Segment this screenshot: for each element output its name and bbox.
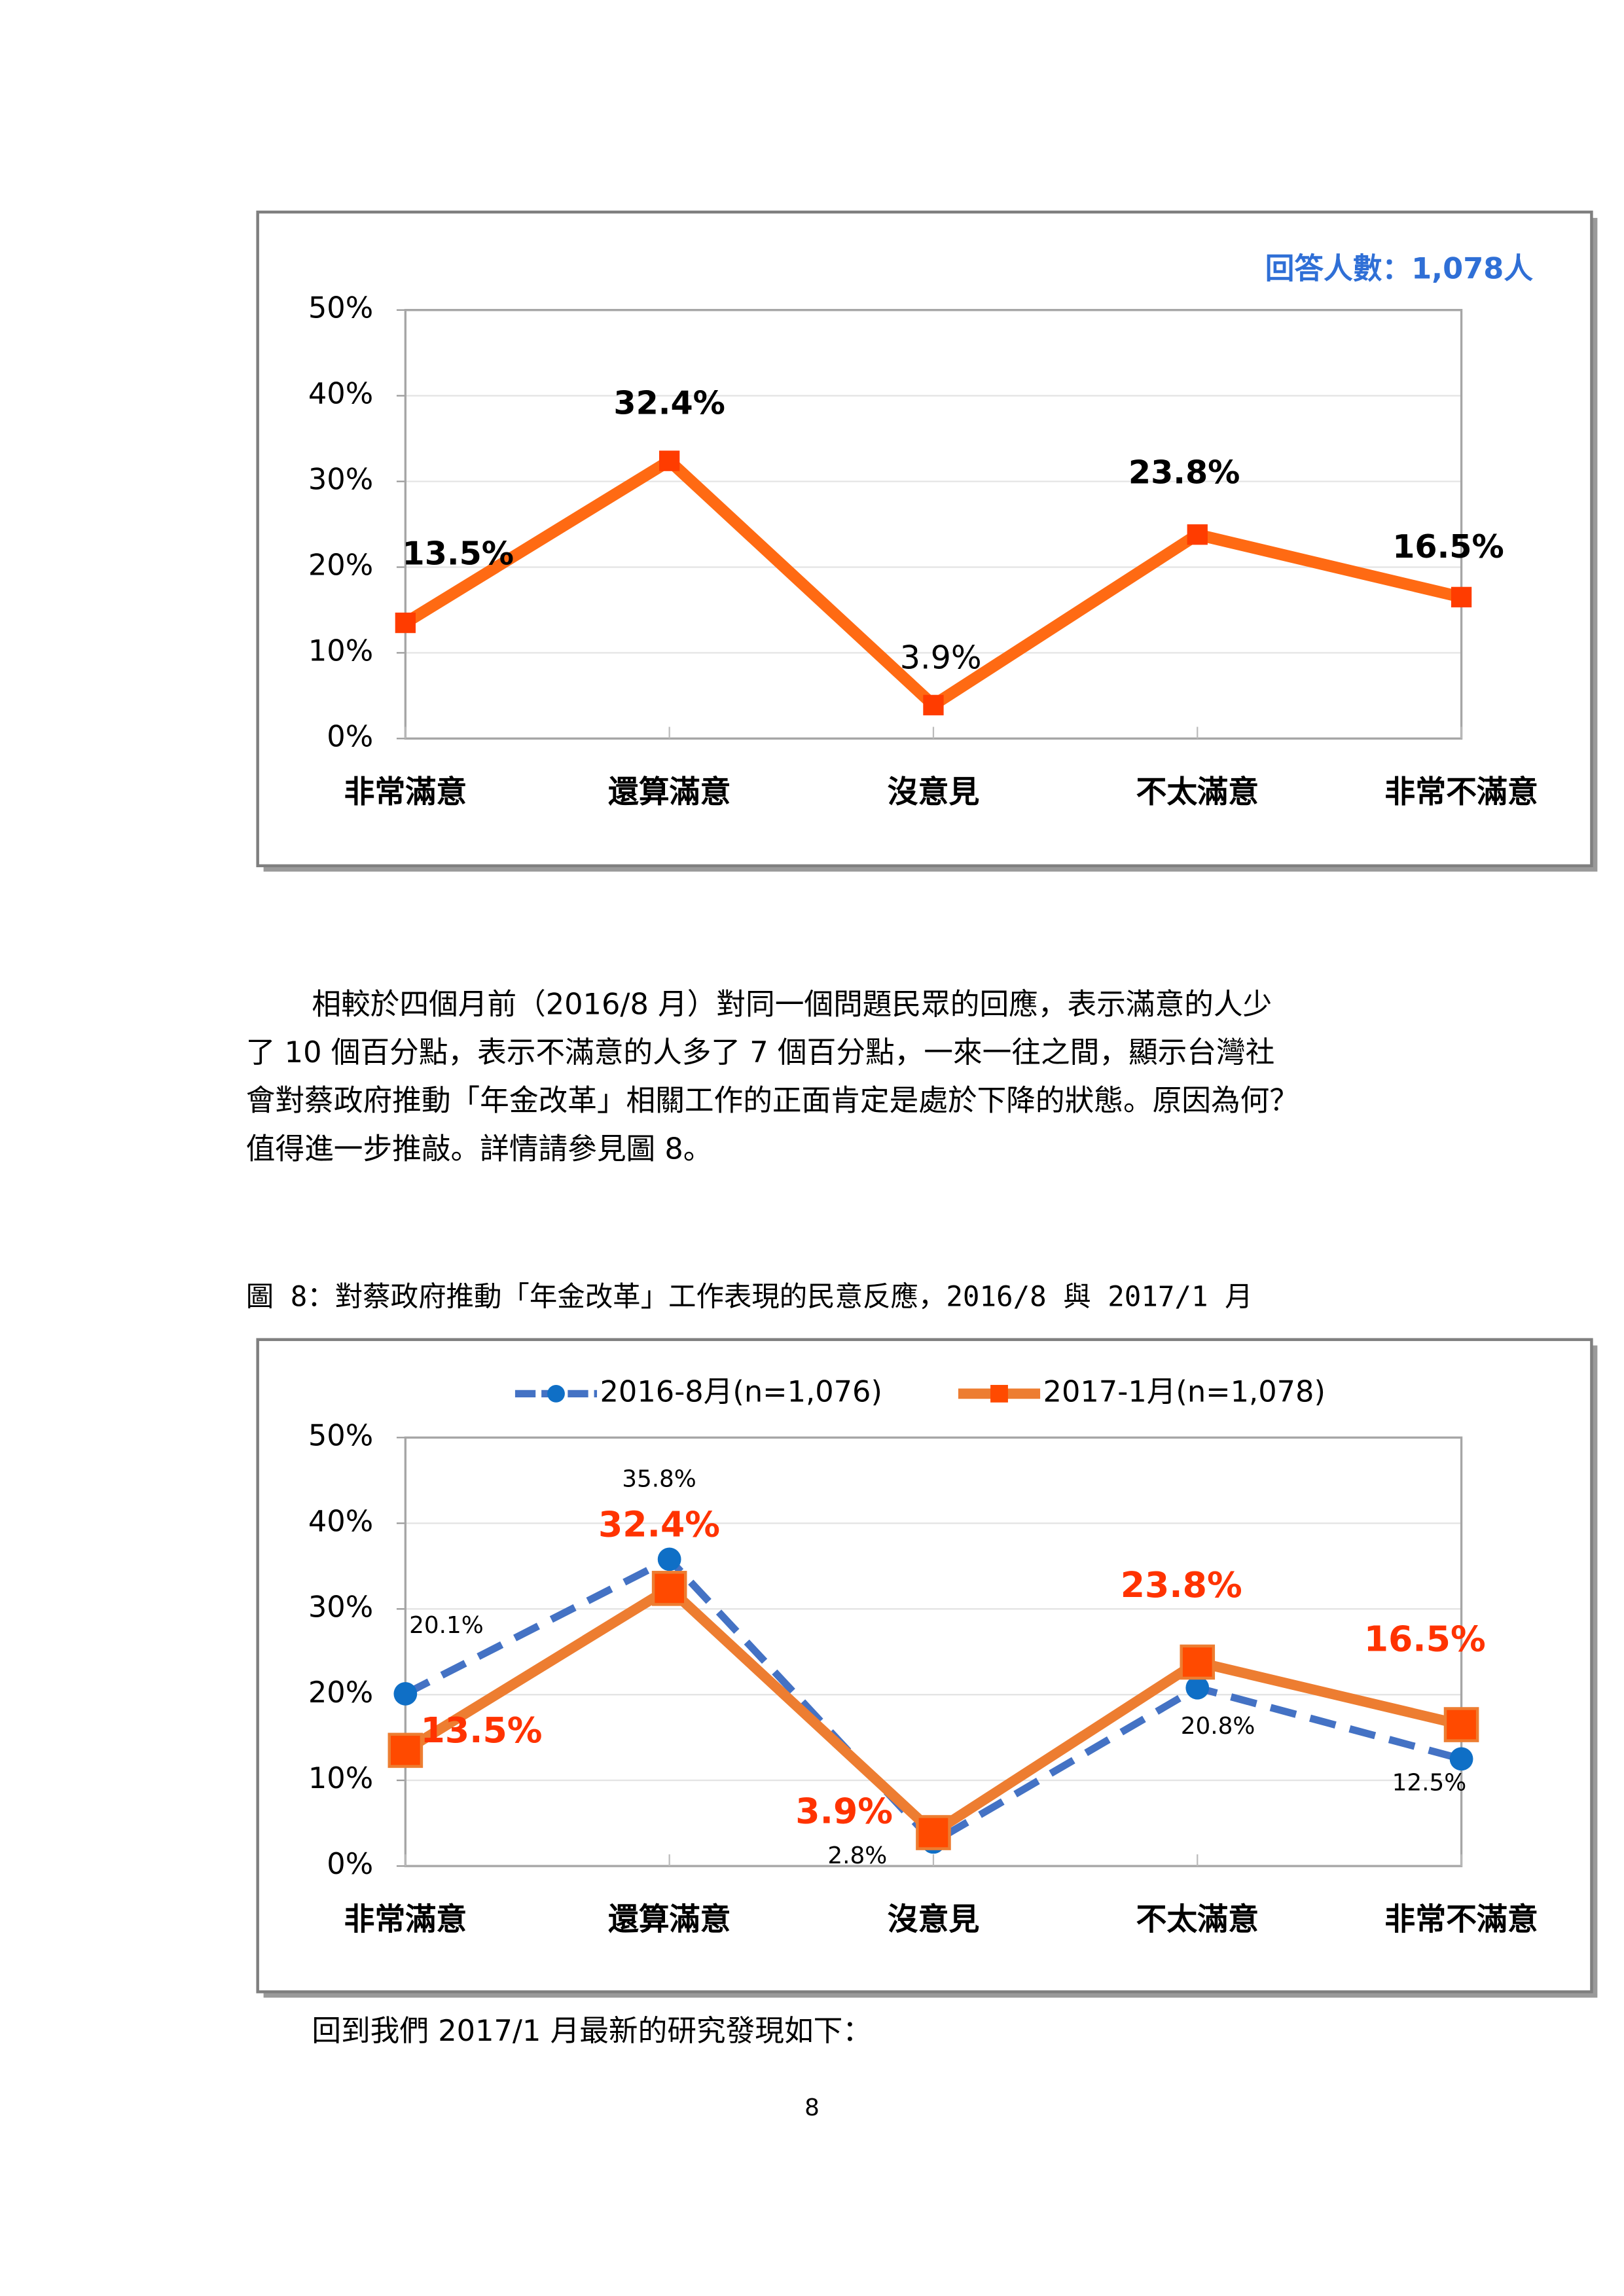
data-label: 16.5% [1392,528,1504,565]
data-label: 13.5% [403,534,514,572]
legend-label: 2017-1月(n=1,078) [1043,1374,1326,1408]
data-label: 35.8% [622,1466,696,1493]
y-tick-label: 0% [327,719,373,753]
y-tick-label: 30% [308,1590,373,1624]
y-tick-label: 10% [308,1761,373,1795]
marker [1443,1707,1479,1742]
x-tick-label: 還算滿意 [608,1901,731,1937]
legend-label: 2016-8月(n=1,076) [600,1374,882,1408]
data-line [403,1555,1463,1846]
data-label: 32.4% [598,1504,720,1545]
marker [1185,1676,1210,1700]
marker [393,1682,418,1706]
paragraph-line: 會對蔡政府推動「年金改革」相關工作的正面肯定是處於下降的狀態。原因為何？ [246,1084,1299,1118]
figure-caption: 圖 8：對蔡政府推動「年金改革」工作表現的民意反應，2016/8 與 2017/… [246,1282,1253,1314]
paragraph-line: 了 10 個百分點，表示不滿意的人多了 7 個百分點，一來一往之間，顯示台灣社 [246,1035,1275,1069]
marker [1187,524,1208,545]
chart-frame [256,210,1593,867]
y-tick-label: 20% [308,548,373,582]
marker [657,1547,681,1571]
marker [1449,1747,1473,1771]
legend-marker [547,1384,565,1403]
x-tick-label: 還算滿意 [608,774,731,810]
marker [923,694,944,715]
chart-frame [256,1338,1593,1994]
data-label: 20.1% [409,1612,484,1639]
marker [916,1815,951,1850]
page-number: 8 [804,2094,820,2121]
marker [1451,586,1472,607]
y-tick-label: 50% [308,291,373,325]
y-tick-label: 40% [308,1504,373,1538]
y-tick-label: 10% [308,634,373,668]
data-label: 2.8% [827,1842,887,1869]
x-tick-label: 沒意見 [888,1901,980,1937]
x-tick-label: 沒意見 [888,774,980,810]
marker [659,450,680,471]
y-tick-label: 20% [308,1676,373,1710]
data-label: 23.8% [1128,454,1240,492]
marker [388,1732,424,1768]
data-label: 20.8% [1181,1713,1255,1740]
x-tick-label: 不太滿意 [1136,774,1259,810]
data-label: 12.5% [1392,1769,1467,1796]
y-tick-label: 40% [308,377,373,411]
marker [1180,1644,1216,1680]
y-tick-label: 50% [308,1418,373,1452]
x-tick-label: 非常滿意 [344,774,467,810]
marker [651,1571,687,1606]
annotation: 回答人數：1,078人 [1265,251,1534,285]
data-label: 32.4% [613,384,725,422]
marker [395,612,416,634]
legend-marker [990,1384,1008,1403]
data-label: 16.5% [1364,1618,1486,1659]
paragraph-line: 相較於四個月前（2016/8 月）對同一個問題民眾的回應，表示滿意的人少 [312,987,1272,1021]
x-tick-label: 不太滿意 [1136,1901,1259,1937]
y-tick-label: 0% [327,1847,373,1881]
data-label: 23.8% [1121,1564,1242,1605]
x-tick-label: 非常不滿意 [1384,1901,1538,1937]
x-tick-label: 非常滿意 [344,1901,467,1937]
x-tick-label: 非常不滿意 [1384,774,1538,810]
closing-text: 回到我們 2017/1 月最新的研究發現如下： [312,2014,872,2048]
data-label: 13.5% [421,1710,543,1751]
y-tick-label: 30% [308,463,373,497]
data-label: 3.9% [795,1791,893,1832]
paragraph-line: 值得進一步推敲。詳情請參見圖 8。 [246,1132,713,1166]
data-label: 3.9% [900,639,982,677]
